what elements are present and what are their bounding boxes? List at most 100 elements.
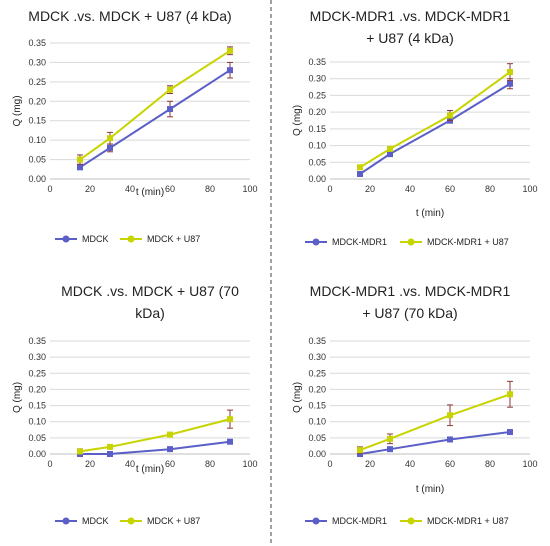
y-tick-label: 0.30 — [308, 352, 326, 362]
y-tick-label: 0.10 — [28, 135, 46, 145]
x-tick-label: 60 — [165, 184, 175, 194]
x-tick-label: 40 — [125, 184, 135, 194]
x-tick-label: 20 — [365, 459, 375, 469]
y-tick-label: 0.35 — [28, 38, 46, 48]
y-tick-label: 0.20 — [28, 384, 46, 394]
data-point — [107, 144, 113, 151]
x-axis-label: t (min) — [136, 187, 164, 198]
legend-label: MDCK — [82, 516, 109, 526]
y-tick-label: 0.30 — [28, 57, 46, 67]
chart-panel-4: MDCK-MDR1 .vs. MDCK-MDR1 + U87 (70 kDa) 0.… — [292, 283, 538, 526]
data-point — [167, 86, 173, 93]
x-axis-label: t (min) — [416, 208, 444, 219]
x-tick-label: 60 — [445, 459, 455, 469]
x-tick-label: 40 — [125, 459, 135, 469]
x-tick-label: 60 — [165, 459, 175, 469]
data-point — [447, 436, 453, 443]
legend-swatch-marker — [312, 238, 320, 246]
chart-panel-1: MDCK .vs. MDCK + U87 (4 kDa) 0.00 0.05 0.10… — [12, 8, 258, 244]
y-tick-label: 0.00 — [308, 449, 326, 459]
data-point — [227, 47, 233, 54]
x-tick-label: 20 — [85, 459, 95, 469]
chart-title: MDCK-MDR1 .vs. MDCK-MDR1 — [310, 8, 511, 24]
y-tick-label: 0.20 — [28, 96, 46, 106]
series-line — [80, 440, 231, 455]
series-line — [359, 71, 511, 169]
data-point — [77, 164, 83, 171]
data-point — [507, 391, 513, 398]
chart-title: kDa) — [135, 305, 165, 321]
x-tick-label: 40 — [405, 184, 415, 194]
y-tick-label: 0.30 — [28, 352, 46, 362]
series-line — [359, 82, 511, 175]
data-point — [167, 106, 173, 113]
y-tick-label: 0.15 — [308, 124, 326, 134]
x-tick-label: 100 — [242, 184, 257, 194]
x-tick-label: 100 — [242, 459, 257, 469]
data-point — [507, 80, 513, 87]
y-tick-label: 0.10 — [28, 417, 46, 427]
y-tick-label: 0.25 — [28, 77, 46, 87]
series-line — [79, 49, 231, 161]
y-tick-label: 0.00 — [308, 174, 326, 184]
y-axis-label: Q (mg) — [12, 382, 23, 413]
x-tick-label: 0 — [47, 184, 52, 194]
y-tick-label: 0.30 — [308, 74, 326, 84]
y-axis-label: Q (mg) — [12, 95, 23, 126]
series-line — [359, 431, 511, 455]
legend-swatch-marker — [312, 517, 320, 525]
x-axis-label: t (min) — [416, 484, 444, 495]
chart-title: MDCK .vs. MDCK + U87 (70 — [61, 283, 239, 299]
data-point — [107, 135, 113, 142]
legend-swatch-marker — [407, 517, 415, 525]
chart-title: + U87 (4 kDa) — [366, 30, 454, 46]
y-tick-label: 0.25 — [308, 368, 326, 378]
y-tick-label: 0.15 — [28, 401, 46, 411]
data-point — [387, 145, 393, 152]
y-tick-label: 0.15 — [28, 116, 46, 126]
x-tick-label: 0 — [327, 184, 332, 194]
series-line — [359, 393, 511, 452]
y-tick-label: 0.00 — [28, 174, 46, 184]
legend-swatch-marker — [127, 235, 135, 243]
chart-panel-2: MDCK-MDR1 .vs. MDCK-MDR1 + U87 (4 kDa) 0.0… — [292, 8, 538, 247]
x-axis-label: t (min) — [136, 464, 164, 475]
y-tick-label: 0.20 — [308, 384, 326, 394]
data-point — [387, 446, 393, 453]
chart-panel-3: MDCK .vs. MDCK + U87 (70 kDa) 0.00 0.05 0.10… — [12, 283, 258, 526]
data-point — [107, 451, 113, 457]
data-point — [227, 67, 233, 74]
y-tick-label: 0.10 — [308, 141, 326, 151]
y-tick-label: 0.05 — [28, 155, 46, 165]
y-tick-label: 0.00 — [28, 449, 46, 459]
data-point — [357, 164, 363, 171]
y-tick-label: 0.35 — [308, 336, 326, 346]
data-point — [357, 451, 363, 457]
legend-swatch-marker — [62, 517, 70, 525]
legend-label: MDCK-MDR1 — [332, 237, 387, 247]
y-axis-label: Q (mg) — [292, 105, 303, 136]
y-tick-label: 0.25 — [28, 368, 46, 378]
data-point — [167, 431, 173, 438]
data-point — [447, 112, 453, 119]
x-tick-label: 20 — [85, 184, 95, 194]
series-line — [79, 418, 231, 453]
series-line — [79, 69, 231, 169]
x-tick-label: 60 — [445, 184, 455, 194]
legend-label: MDCK + U87 — [147, 516, 200, 526]
data-point — [227, 416, 233, 423]
data-point — [77, 448, 83, 455]
y-tick-label: 0.25 — [308, 90, 326, 100]
x-tick-label: 80 — [485, 459, 495, 469]
y-tick-label: 0.05 — [308, 433, 326, 443]
data-point — [357, 447, 363, 454]
data-point — [107, 443, 113, 450]
legend-label: MDCK-MDR1 — [332, 516, 387, 526]
chart-title: MDCK-MDR1 .vs. MDCK-MDR1 — [310, 283, 511, 299]
x-tick-label: 80 — [205, 459, 215, 469]
x-tick-label: 80 — [485, 184, 495, 194]
y-tick-label: 0.05 — [308, 157, 326, 167]
y-axis-label: Q (mg) — [292, 382, 303, 413]
legend-label: MDCK-MDR1 + U87 — [427, 237, 509, 247]
y-tick-label: 0.35 — [308, 57, 326, 67]
